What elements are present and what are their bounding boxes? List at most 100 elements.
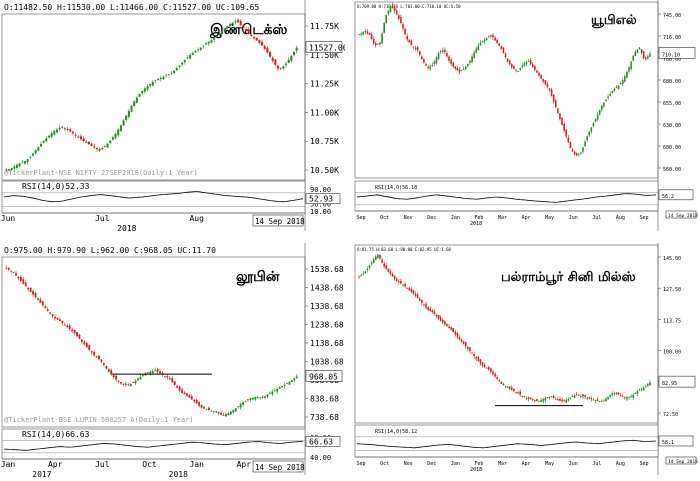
candle-body xyxy=(511,64,513,68)
y-tick-label: 838.68 xyxy=(310,395,339,404)
candle-body xyxy=(281,386,284,388)
candle-body xyxy=(229,23,232,27)
candle-body xyxy=(400,17,402,24)
candle-body xyxy=(527,397,530,399)
last-price-label: 11527.00 xyxy=(309,44,345,53)
candle-body xyxy=(479,359,482,364)
candle-body xyxy=(425,303,427,308)
candle-body xyxy=(644,385,647,387)
candle-body xyxy=(427,307,429,310)
candle-body xyxy=(567,398,570,401)
candle-body xyxy=(383,263,385,267)
candle-body xyxy=(10,167,13,170)
candle-body xyxy=(441,50,444,53)
y-tick-label: 1038.68 xyxy=(310,358,344,367)
rsi-value-label: 66.63 xyxy=(309,437,333,446)
candle-body xyxy=(498,43,501,47)
candle-body xyxy=(133,101,136,107)
candle-body xyxy=(383,23,385,33)
candle-body xyxy=(638,389,641,391)
candle-body xyxy=(200,404,203,408)
rsi-line xyxy=(356,439,657,449)
candle-body xyxy=(127,384,130,386)
year-label: 2017 xyxy=(32,470,51,479)
candle-body xyxy=(464,66,467,70)
candle-body xyxy=(239,20,242,25)
candle-body xyxy=(433,311,436,314)
x-tick-label: Jan xyxy=(1,460,16,469)
rsi-tick-label: 10.00 xyxy=(310,208,331,216)
candle-body xyxy=(273,390,276,391)
candle-body xyxy=(268,392,271,394)
candle-body xyxy=(31,153,34,156)
candle-body xyxy=(575,153,578,156)
candle-body xyxy=(372,259,375,263)
candle-body xyxy=(239,404,242,408)
candle-body xyxy=(441,319,444,323)
candle-body xyxy=(395,10,398,15)
candle-body xyxy=(379,255,381,259)
candle-body xyxy=(594,118,597,122)
candle-body xyxy=(567,137,570,143)
candle-body xyxy=(578,395,580,397)
last-price-label: 968.05 xyxy=(309,372,338,381)
rsi-value-label: 56.2 xyxy=(662,194,674,200)
candle-body xyxy=(488,36,490,38)
candle-body xyxy=(68,325,71,330)
candle-body xyxy=(519,391,521,395)
chart-svg: O:709.00 H:716.70 L:703.00 C:710.10 UC:5… xyxy=(354,0,698,231)
candle-body xyxy=(540,400,542,402)
candle-body xyxy=(565,399,568,403)
candle-body xyxy=(254,397,257,400)
candle-body xyxy=(450,327,452,330)
candle-body xyxy=(76,332,78,337)
chart-svg: O:11482.50 H:11530.00 L:11466.00 C:11527… xyxy=(1,0,345,233)
candle-body xyxy=(573,395,576,398)
candle-body xyxy=(377,254,379,258)
candle-body xyxy=(506,386,509,388)
candle-body xyxy=(446,52,448,57)
candle-body xyxy=(132,382,135,383)
y-tick-label: 11.25K xyxy=(310,80,339,89)
candle-body xyxy=(242,402,244,405)
candle-body xyxy=(571,149,574,152)
candle-body xyxy=(167,74,170,76)
candle-body xyxy=(525,398,528,399)
candle-body xyxy=(141,91,144,94)
candle-body xyxy=(469,60,471,63)
candle-body xyxy=(88,345,91,350)
candle-body xyxy=(529,60,532,64)
candle-body xyxy=(381,33,383,44)
candle-body xyxy=(229,411,232,415)
candle-body xyxy=(370,34,373,40)
candle-body xyxy=(621,80,624,85)
candle-body xyxy=(288,381,291,385)
x-tick-label: Jun xyxy=(569,461,578,467)
candle-body xyxy=(477,356,480,361)
candle-body xyxy=(61,126,64,128)
candle-body xyxy=(513,65,515,70)
candle-body xyxy=(364,271,367,274)
y-tick-label: 1538.68 xyxy=(310,265,344,274)
candle-body xyxy=(41,301,44,306)
candle-body xyxy=(546,83,549,88)
candle-body xyxy=(19,277,22,281)
candle-body xyxy=(178,65,181,67)
candle-body xyxy=(412,46,415,48)
candle-body xyxy=(624,76,626,82)
candle-body xyxy=(114,133,117,139)
candle-body xyxy=(609,395,611,397)
candle-body xyxy=(195,399,198,404)
candle-body xyxy=(578,153,580,155)
candle-body xyxy=(435,57,438,64)
candle-body xyxy=(649,53,651,57)
candle-body xyxy=(636,391,639,394)
x-tick-label: Oct xyxy=(380,215,389,221)
candle-body xyxy=(439,51,442,53)
candle-body xyxy=(366,31,369,34)
candle-body xyxy=(433,61,436,65)
candle-body xyxy=(571,396,574,397)
rsi-line xyxy=(3,441,304,451)
candle-body xyxy=(437,314,440,319)
year-label: 2018 xyxy=(169,470,188,479)
